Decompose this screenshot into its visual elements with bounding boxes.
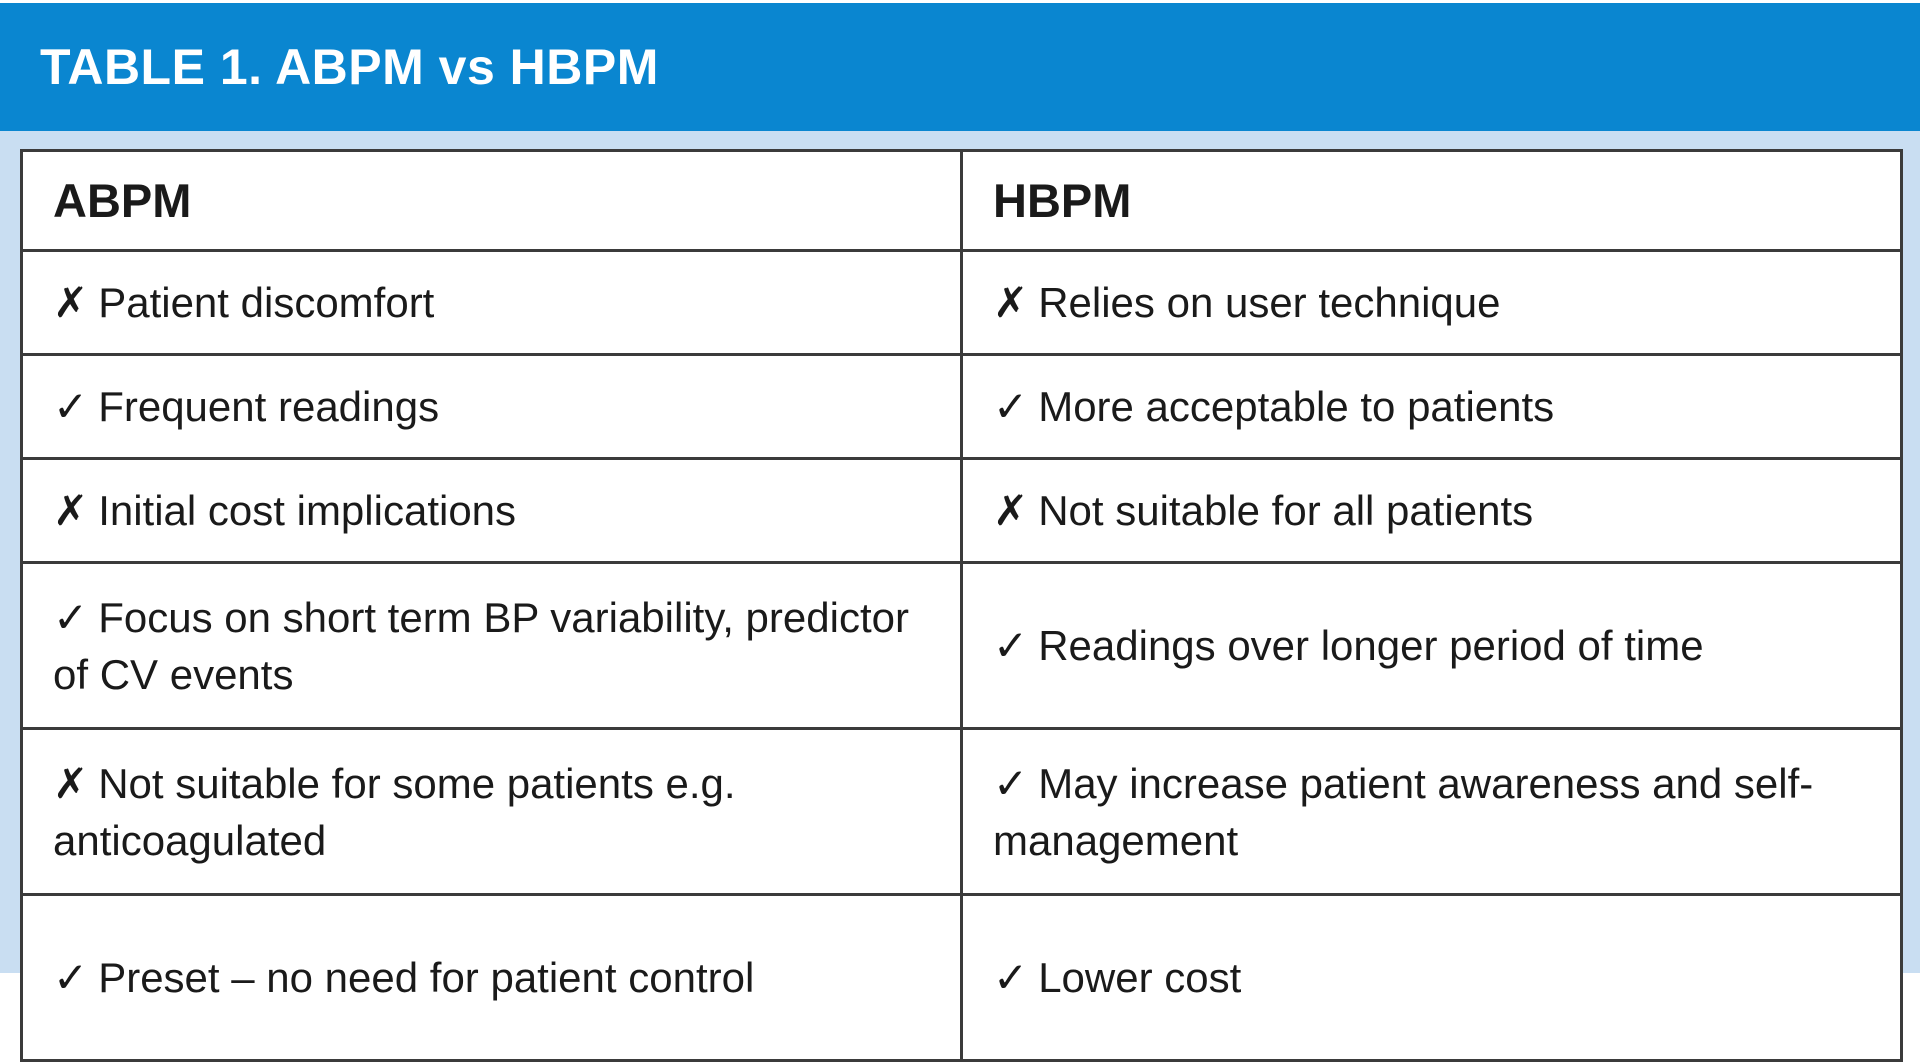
table-title: TABLE 1. ABPM vs HBPM (40, 39, 659, 95)
check-icon: ✓ (993, 383, 1029, 430)
cross-icon: ✗ (53, 759, 89, 807)
table-cell: ✗ Initial cost implications (20, 457, 963, 564)
cross-icon: ✗ (993, 279, 1029, 326)
check-icon: ✓ (993, 954, 1029, 1001)
table-cell: ✓ Frequent readings (20, 353, 963, 460)
cross-icon: ✗ (53, 487, 89, 534)
table-row: ✗ Patient discomfort ✗ Relies on user tech… (20, 249, 1903, 356)
table-cell: ✓ Lower cost (960, 893, 1903, 1062)
column-header-abpm: ABPM (20, 149, 963, 252)
check-icon: ✓ (993, 759, 1029, 807)
table-row: ✓ Frequent readings ✓ More acceptable to p… (20, 353, 1903, 460)
table-cell: ✓ Readings over longer period of time (960, 561, 1903, 730)
column-header-hbpm: HBPM (960, 149, 1903, 252)
cell-text: Preset – no need for patient control (98, 954, 755, 1001)
cell-text: Not suitable for all patients (1038, 487, 1534, 534)
abpm-hbpm-comparison-table: ABPM HBPM ✗ Patient discomfort ✗ Relies on… (20, 149, 1903, 1062)
table-row: ✗ Not suitable for some patients e.g. ant… (20, 727, 1903, 896)
cell-text: Readings over longer period of time (1038, 622, 1704, 669)
page: TABLE 1. ABPM vs HBPM ABPM HBPM ✗ Patient… (0, 3, 1920, 1062)
table-cell: ✗ Patient discomfort (20, 249, 963, 356)
table-cell: ✓ More acceptable to patients (960, 353, 1903, 460)
table-cell: ✓ Preset – no need for patient control (20, 893, 963, 1062)
table-cell: ✗ Relies on user technique (960, 249, 1903, 356)
cell-text: Initial cost implications (98, 487, 517, 534)
table-cell: ✓ Focus on short term BP variability, pre… (20, 561, 963, 730)
cell-text: Focus on short term BP variability, pred… (53, 593, 909, 698)
cell-text: More acceptable to patients (1038, 383, 1555, 430)
check-icon: ✓ (53, 383, 89, 430)
table-cell: ✗ Not suitable for some patients e.g. ant… (20, 727, 963, 896)
check-icon: ✓ (53, 593, 89, 641)
cross-icon: ✗ (53, 279, 89, 326)
table-row: ✓ Focus on short term BP variability, pre… (20, 561, 1903, 730)
table-cell: ✓ May increase patient awareness and self… (960, 727, 1903, 896)
table-row: ✓ Preset – no need for patient control ✓ L… (20, 893, 1903, 1062)
cell-text: Relies on user technique (1038, 279, 1501, 326)
cell-text: Not suitable for some patients e.g. anti… (53, 759, 736, 864)
table-title-bar: TABLE 1. ABPM vs HBPM (0, 3, 1920, 131)
cell-text: May increase patient awareness and self-… (993, 759, 1814, 864)
cell-text: Patient discomfort (98, 279, 435, 326)
cell-text: Lower cost (1038, 954, 1242, 1001)
check-icon: ✓ (993, 622, 1029, 669)
table-row: ✗ Initial cost implications ✗ Not suitable… (20, 457, 1903, 564)
cell-text: Frequent readings (98, 383, 440, 430)
check-icon: ✓ (53, 954, 89, 1001)
cross-icon: ✗ (993, 487, 1029, 534)
table-header-row: ABPM HBPM (20, 149, 1903, 252)
table-cell: ✗ Not suitable for all patients (960, 457, 1903, 564)
